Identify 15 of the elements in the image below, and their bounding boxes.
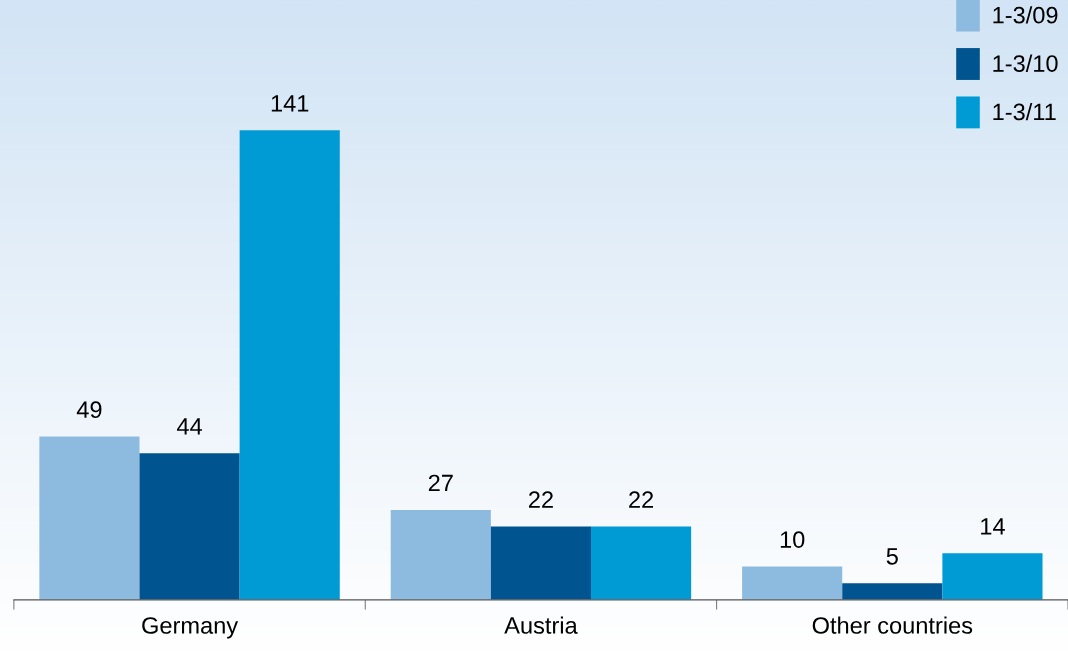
data-label: 5 — [886, 548, 898, 565]
legend-label: 1-3/10 — [993, 54, 1058, 72]
data-label: 14 — [981, 518, 1005, 535]
data-label: 27 — [428, 474, 453, 492]
x-tick-label: Germany — [142, 617, 239, 639]
legend-label: 1-3/09 — [993, 6, 1058, 24]
data-label: 22 — [629, 491, 654, 508]
data-label: 10 — [780, 531, 805, 548]
data-label: 22 — [529, 491, 553, 508]
x-tick-label: Other countries — [812, 616, 973, 634]
data-label: 141 — [271, 95, 309, 112]
x-tick-label: Austria — [504, 616, 578, 634]
data-label: 49 — [76, 401, 102, 419]
legend-label: 1-3/11 — [993, 102, 1056, 121]
data-label: 44 — [176, 418, 203, 435]
